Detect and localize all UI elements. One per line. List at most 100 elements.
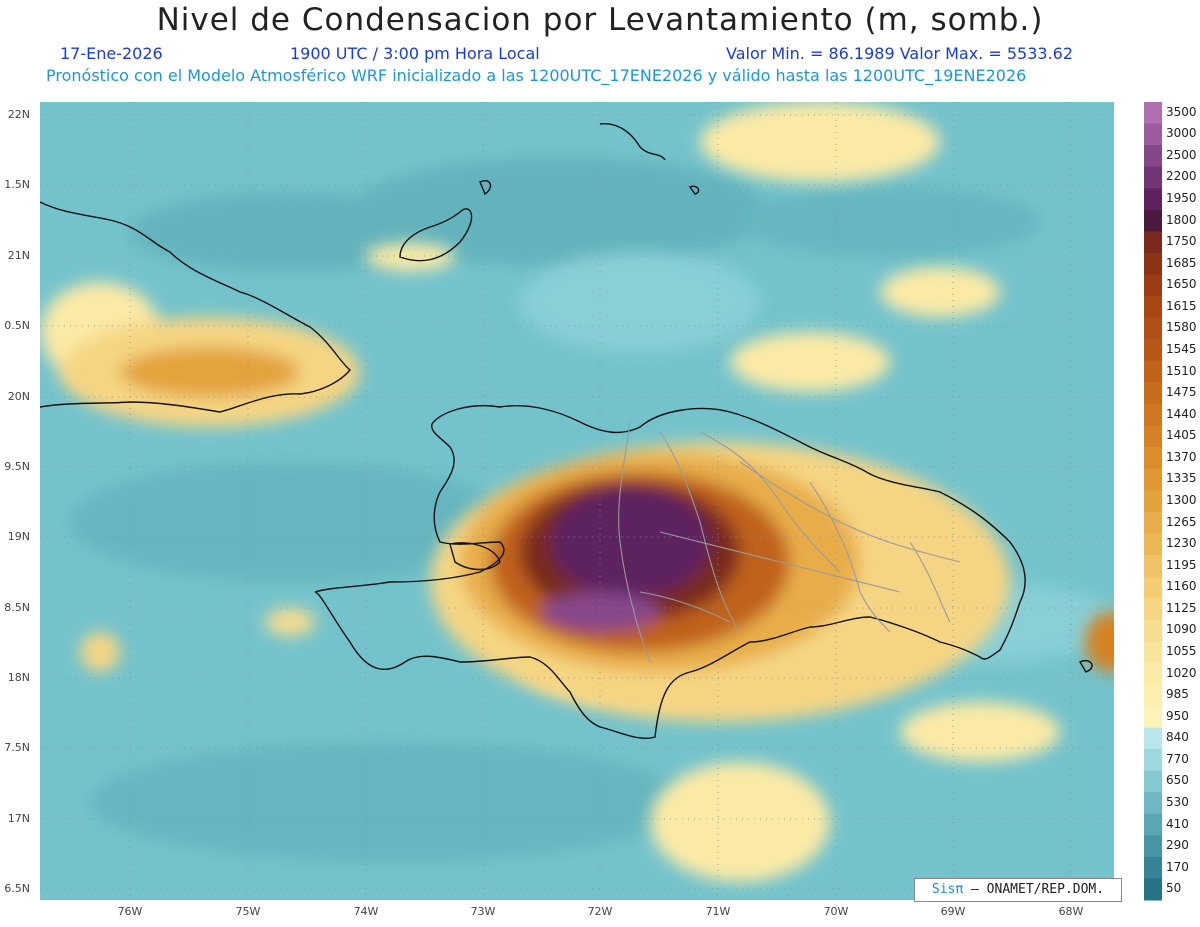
colorbar-label: 985 xyxy=(1166,687,1189,702)
lat-label: 8.5N xyxy=(4,601,30,614)
colorbar-label: 2500 xyxy=(1166,147,1197,162)
hispaniola-field xyxy=(430,442,1114,722)
colorbar-swatch xyxy=(1144,231,1162,254)
colorbar-label: 50 xyxy=(1166,881,1182,896)
sis-logo-text: Sisπ xyxy=(931,882,964,897)
colorbar-swatch xyxy=(1144,835,1162,858)
colorbar-swatch xyxy=(1144,878,1162,901)
colorbar-label: 1370 xyxy=(1166,449,1197,464)
colorbar-label: 2200 xyxy=(1166,169,1197,184)
colorbar-label: 1160 xyxy=(1166,579,1197,594)
colorbar-label: 1195 xyxy=(1166,557,1197,572)
colorbar-label: 1510 xyxy=(1166,363,1197,378)
lon-label: 69W xyxy=(940,905,966,918)
model-info: Pronóstico con el Modelo Atmosférico WRF… xyxy=(46,66,1027,85)
colorbar-label: 1265 xyxy=(1166,514,1197,529)
colorbar-label: 840 xyxy=(1166,730,1189,745)
lon-label: 70W xyxy=(823,905,849,918)
colorbar-swatch xyxy=(1144,145,1162,168)
forecast-time: 1900 UTC / 3:00 pm Hora Local xyxy=(290,44,540,63)
colorbar-swatch xyxy=(1144,360,1162,383)
credit-text: – ONAMET/REP.DOM. xyxy=(971,882,1105,897)
colorbar-label: 290 xyxy=(1166,838,1189,853)
colorbar-swatch xyxy=(1144,856,1162,879)
colorbar-label: 1615 xyxy=(1166,298,1197,313)
cuba-field xyxy=(60,317,360,672)
colorbar-label: 1685 xyxy=(1166,255,1197,270)
lat-label: 9.5N xyxy=(4,460,30,473)
colorbar-swatch xyxy=(1144,684,1162,707)
colorbar-label: 1545 xyxy=(1166,342,1197,357)
colorbar-swatch xyxy=(1144,770,1162,793)
colorbar-label: 1650 xyxy=(1166,277,1197,292)
lat-label: 19N xyxy=(7,530,30,543)
colorbar-label: 1440 xyxy=(1166,406,1197,421)
map-title: Nivel de Condensacion por Levantamiento … xyxy=(156,2,1044,38)
credit-box: Sisπ – ONAMET/REP.DOM. xyxy=(914,878,1122,902)
colorbar-swatch xyxy=(1144,403,1162,427)
colorbar-label: 3500 xyxy=(1166,104,1197,119)
value-min-max: Valor Min. = 86.1989 Valor Max. = 5533.6… xyxy=(726,44,1074,63)
colorbar-label: 1405 xyxy=(1166,428,1197,443)
colorbar-swatch xyxy=(1144,447,1162,470)
forecast-date: 17-Ene-2026 xyxy=(60,44,163,63)
colorbar-swatch xyxy=(1144,792,1162,815)
colorbar-swatch xyxy=(1144,102,1162,125)
colorbar-label: 1020 xyxy=(1166,665,1197,680)
colorbar-swatch xyxy=(1144,641,1162,664)
colorbar-swatch xyxy=(1144,209,1162,232)
lat-label: 22N xyxy=(7,108,30,121)
colorbar-swatch xyxy=(1144,749,1162,772)
colorbar-label: 530 xyxy=(1166,794,1189,809)
lon-label: 72W xyxy=(587,905,613,918)
colorbar-label: 170 xyxy=(1166,859,1189,874)
coastlines xyxy=(40,123,1093,739)
lat-label: 17N xyxy=(7,812,30,825)
lon-label: 71W xyxy=(705,905,731,918)
colorbar-swatch xyxy=(1144,382,1162,405)
colorbar-swatch xyxy=(1144,727,1162,750)
colorbar-label: 1300 xyxy=(1166,493,1197,507)
lat-label: 7.5N xyxy=(4,741,30,754)
lat-label: 20N xyxy=(7,390,30,403)
colorbar-label: 1335 xyxy=(1166,471,1197,486)
lon-label: 76W xyxy=(117,905,143,918)
colorbar-label: 650 xyxy=(1166,773,1189,788)
colorbar-swatch xyxy=(1144,252,1162,276)
colorbar-swatch xyxy=(1144,166,1162,189)
lat-label: 6.5N xyxy=(4,882,30,895)
colorbar-swatch xyxy=(1144,705,1162,728)
colorbar-swatch xyxy=(1144,339,1162,362)
colorbar-swatch xyxy=(1144,317,1162,340)
lon-label: 74W xyxy=(353,905,379,918)
colorbar-swatch xyxy=(1144,576,1162,599)
colorbar-swatch xyxy=(1144,554,1162,577)
colorbar-swatch xyxy=(1144,274,1162,297)
colorbar-swatch xyxy=(1144,468,1162,491)
colorbar-swatch xyxy=(1144,123,1162,146)
colorbar-swatch xyxy=(1144,598,1162,621)
lon-label: 73W xyxy=(470,905,496,918)
lat-label: 18N xyxy=(7,671,30,684)
colorbar-swatch xyxy=(1144,188,1162,211)
colorbar-label: 1055 xyxy=(1166,643,1197,658)
colorbar-label: 1950 xyxy=(1166,191,1197,206)
colorbar-label: 410 xyxy=(1166,816,1189,831)
lat-label: 21N xyxy=(7,249,30,262)
lat-label: 1.5N xyxy=(4,178,30,191)
colorbar-label: 770 xyxy=(1166,751,1189,766)
colorbar-label: 1800 xyxy=(1166,212,1197,227)
colorbar xyxy=(1144,102,1162,901)
colorbar-swatch xyxy=(1144,425,1162,448)
colorbar-swatch xyxy=(1144,533,1162,556)
colorbar-label: 1580 xyxy=(1166,320,1197,335)
lon-label: 75W xyxy=(235,905,261,918)
colorbar-swatch xyxy=(1144,490,1162,513)
colorbar-label: 1230 xyxy=(1166,536,1197,551)
colorbar-swatch xyxy=(1144,619,1162,642)
colorbar-swatch xyxy=(1144,296,1162,319)
colorbar-label: 1750 xyxy=(1166,234,1197,249)
colorbar-swatch xyxy=(1144,813,1162,836)
lat-label: 0.5N xyxy=(4,319,30,332)
province-borders xyxy=(618,421,961,663)
